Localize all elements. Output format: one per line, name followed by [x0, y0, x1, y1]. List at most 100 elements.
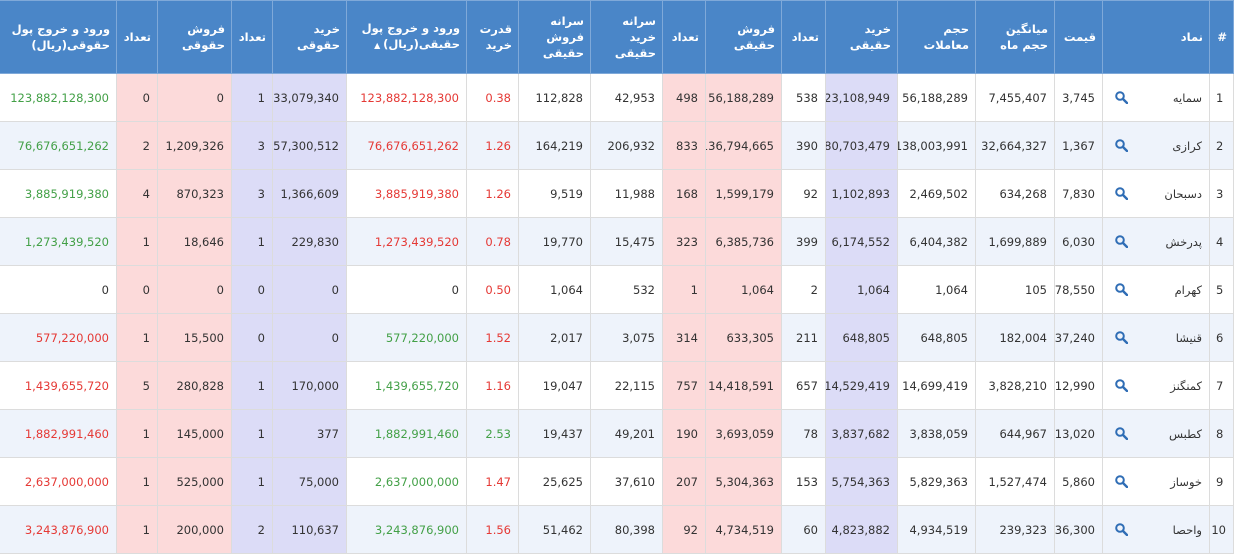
cell: 0.38	[466, 73, 519, 122]
cell-text: 18,646	[183, 234, 224, 249]
cell: 3,838,059	[897, 409, 976, 458]
cell-text: 112,828	[535, 90, 583, 105]
cell-text: 0	[257, 330, 265, 345]
header-text: سرانه فروش حقیقی	[542, 14, 584, 60]
cell: 0	[157, 265, 232, 314]
cell-text: 1,882,991,460	[24, 426, 109, 441]
cell-text: 37,240	[1054, 330, 1096, 345]
cell: 36,300	[1054, 505, 1103, 554]
header-text: تعداد	[791, 30, 819, 44]
cell: 6	[1209, 313, 1234, 362]
cell-text: 75,000	[298, 474, 339, 489]
cell: 3,828,210	[975, 361, 1055, 410]
cell-text: 170,000	[291, 378, 339, 393]
cell: 0	[231, 265, 273, 314]
cell: 2,637,000,000	[346, 457, 467, 506]
cell-text: 51,462	[542, 522, 583, 537]
cell: 538	[781, 73, 826, 122]
header-row: # نماد قیمت میانگین حجم ماه حجم معاملات خرید …	[0, 0, 1234, 74]
cell-text: 1	[142, 330, 150, 345]
table-row: 5 کهرام 78,550 105 1,064 1,064 2 1,064 1 532 1,064…	[0, 265, 1234, 314]
cell: 19,437	[518, 409, 591, 458]
cell-text: 314	[676, 330, 698, 345]
cell-text: 2	[257, 522, 265, 537]
cell: 76,676,651,262	[346, 121, 467, 170]
cell: 1	[231, 457, 273, 506]
cell: 577,220,000	[346, 313, 467, 362]
cell: 1	[231, 73, 273, 122]
cell-text: 12,990	[1054, 378, 1096, 393]
cell-text: 5,754,363	[831, 474, 890, 489]
cell: 164,219	[518, 121, 591, 170]
cell: 9	[1209, 457, 1234, 506]
cell: 757	[662, 361, 706, 410]
cell: 1	[116, 457, 158, 506]
cell: 75,000	[272, 457, 347, 506]
cell-text: 80,398	[614, 522, 655, 537]
cell: 4	[1209, 217, 1234, 266]
cell-text: 757	[676, 378, 698, 393]
cell: 92	[781, 169, 826, 218]
search-icon[interactable]	[1115, 475, 1128, 488]
header-text: خرید حقوقی	[297, 22, 340, 52]
cell-text: دسبحان	[1164, 186, 1202, 201]
search-icon[interactable]	[1115, 91, 1128, 104]
cell-text: 80,703,479	[825, 138, 891, 153]
cell-text: 7	[1216, 378, 1224, 393]
search-icon[interactable]	[1115, 523, 1128, 536]
cell-text: 833	[676, 138, 698, 153]
cell-text: 577,220,000	[35, 330, 109, 345]
cell-text: 136,794,665	[705, 138, 775, 153]
cell-text: 0	[142, 90, 150, 105]
cell: 56,188,289	[897, 73, 976, 122]
column-header: نماد	[1102, 0, 1210, 74]
search-icon[interactable]	[1115, 139, 1128, 152]
search-icon[interactable]	[1115, 187, 1128, 200]
cell-text: 36,300	[1054, 522, 1096, 537]
cell-text: 5,829,363	[909, 474, 968, 489]
cell: 6,030	[1054, 217, 1103, 266]
cell-text: 0	[216, 90, 224, 105]
cell: 2	[116, 121, 158, 170]
cell-text: 1,599,179	[715, 186, 774, 201]
cell: 123,882,128,300	[346, 73, 467, 122]
symbol-cell: کطبس	[1102, 409, 1210, 458]
cell-text: 15,475	[614, 234, 655, 249]
cell: 1,064	[518, 265, 591, 314]
cell-text: واحصا	[1172, 522, 1202, 537]
cell-text: 211	[796, 330, 818, 345]
cell-text: 15,500	[183, 330, 224, 345]
search-icon[interactable]	[1115, 379, 1128, 392]
search-icon[interactable]	[1115, 427, 1128, 440]
cell-text: 1	[142, 426, 150, 441]
cell-text: 6,030	[1062, 234, 1095, 249]
cell-text: 206,932	[607, 138, 655, 153]
search-icon[interactable]	[1115, 331, 1128, 344]
search-icon[interactable]	[1115, 283, 1128, 296]
table-row: 7 کمنگنز 12,990 3,828,210 14,699,419 14,529,4…	[0, 361, 1234, 410]
cell: 5,860	[1054, 457, 1103, 506]
cell-text: 10	[1211, 522, 1226, 537]
cell: 6,385,736	[705, 217, 782, 266]
cell-text: 0	[331, 330, 339, 345]
cell-text: 0.78	[485, 234, 511, 249]
cell-text: 1,366,609	[280, 186, 339, 201]
cell: 153	[781, 457, 826, 506]
table-row: 1 سمایه 3,745 7,455,407 56,188,289 23,108,949…	[0, 73, 1234, 122]
column-header: فروش حقیقی	[705, 0, 782, 74]
cell-text: 14,418,591	[708, 378, 774, 393]
cell-text: 3,828,210	[988, 378, 1047, 393]
cell: 3,745	[1054, 73, 1103, 122]
column-header[interactable]: ورود و خروج پول حقیقی(ریال) ▲	[346, 0, 467, 74]
cell-text: 229,830	[291, 234, 339, 249]
cell-text: 2	[1216, 138, 1224, 153]
cell: 123,882,128,300	[0, 73, 117, 122]
table-row: 3 دسبحان 7,830 634,268 2,469,502 1,102,893 92 1…	[0, 169, 1234, 218]
cell-text: 123,882,128,300	[360, 90, 459, 105]
cell-text: 1,102,893	[831, 186, 890, 201]
cell: 1	[231, 361, 273, 410]
cell: 2	[231, 505, 273, 554]
cell: 0.78	[466, 217, 519, 266]
search-icon[interactable]	[1115, 235, 1128, 248]
cell-text: 1.52	[485, 330, 511, 345]
